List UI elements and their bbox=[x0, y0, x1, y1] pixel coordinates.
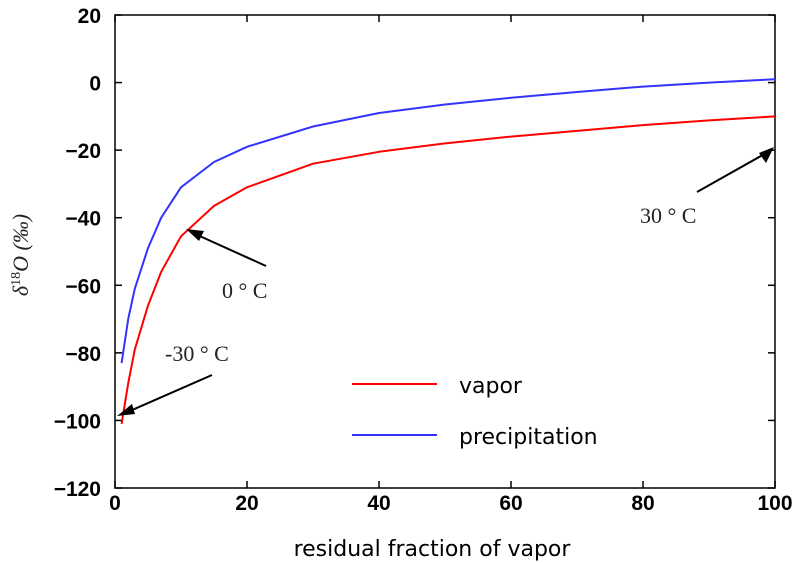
annotation-0: 0 ° C bbox=[222, 278, 267, 303]
series-line-vapor bbox=[120, 115, 776, 424]
x-tick-label: 80 bbox=[631, 492, 654, 515]
plot-frame bbox=[114, 14, 776, 489]
x-tick-label: 100 bbox=[757, 492, 792, 515]
legend-label-vapor: vapor bbox=[459, 374, 523, 399]
annotation-minus30: -30 ° C bbox=[165, 341, 229, 366]
y-tick-label: −120 bbox=[54, 478, 101, 501]
annotation-30: 30 ° C bbox=[640, 203, 696, 228]
arrow-minus30 bbox=[122, 374, 213, 415]
legend: vapor precipitation bbox=[352, 374, 598, 450]
arrow-30 bbox=[696, 151, 769, 193]
y-tick-label: −20 bbox=[65, 140, 101, 163]
series-line-precipitation bbox=[120, 78, 776, 364]
y-tick-label: 20 bbox=[78, 5, 101, 28]
y-tick-label: −80 bbox=[65, 343, 101, 366]
x-tick-label: 60 bbox=[499, 492, 522, 515]
x-tick-label: 40 bbox=[367, 492, 390, 515]
arrow-0 bbox=[192, 232, 267, 267]
arrowhead-0 bbox=[186, 229, 204, 241]
y-tick-label: −40 bbox=[65, 208, 101, 231]
y-axis-label: δ18O (‰) bbox=[8, 214, 33, 296]
arrowhead-30 bbox=[759, 147, 774, 163]
y-tick-label: −100 bbox=[54, 410, 101, 433]
y-tick-label: 0 bbox=[89, 73, 101, 96]
x-axis-label: residual fraction of vapor bbox=[294, 537, 572, 562]
series-lines bbox=[120, 78, 776, 424]
arrowhead-minus30 bbox=[117, 404, 135, 416]
x-tick-label: 20 bbox=[235, 492, 258, 515]
legend-label-precipitation: precipitation bbox=[459, 425, 598, 450]
y-tick-label: −60 bbox=[65, 275, 101, 298]
annotation-arrows bbox=[117, 147, 774, 416]
x-tick-label: 0 bbox=[109, 492, 121, 515]
axis-ticks: 0 20 40 60 80 100 20 0 −20 −40 −60 −80 −100 −120 bbox=[54, 5, 793, 515]
